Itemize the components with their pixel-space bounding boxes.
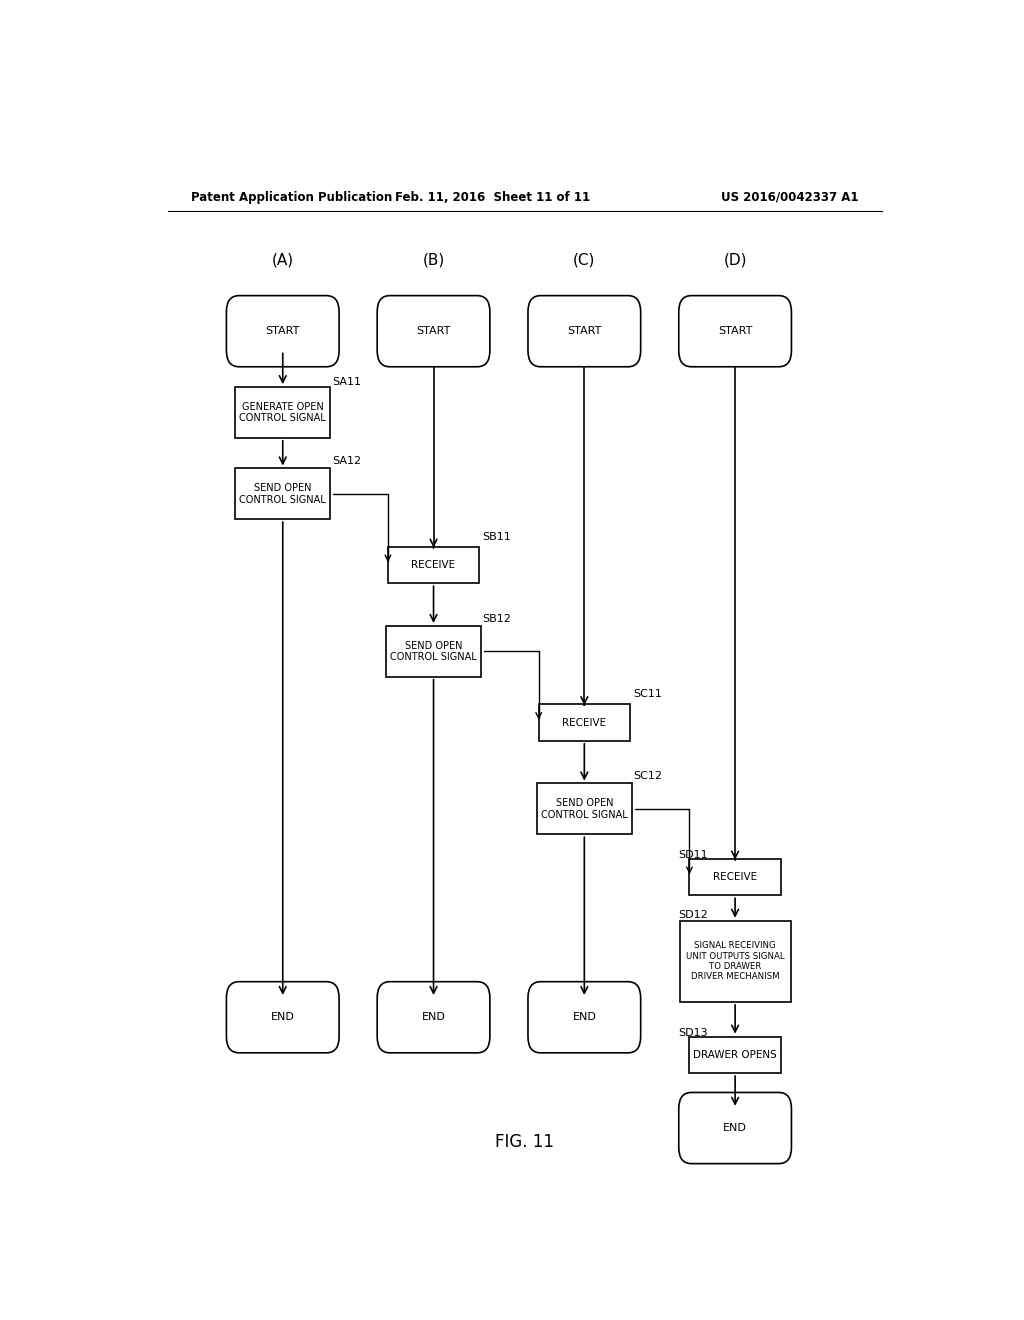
Bar [236,469,331,519]
Text: GENERATE OPEN
CONTROL SIGNAL: GENERATE OPEN CONTROL SIGNAL [240,401,326,424]
Text: Feb. 11, 2016  Sheet 11 of 11: Feb. 11, 2016 Sheet 11 of 11 [395,190,591,203]
Bar [388,546,479,583]
FancyBboxPatch shape [528,296,641,367]
Text: Patent Application Publication: Patent Application Publication [191,190,393,203]
FancyBboxPatch shape [528,982,641,1053]
Text: END: END [422,1012,445,1022]
Text: SA11: SA11 [332,378,360,387]
Text: END: END [723,1123,748,1133]
Text: (A): (A) [271,252,294,268]
Text: SB11: SB11 [482,532,512,541]
Bar [539,704,630,741]
Text: US 2016/0042337 A1: US 2016/0042337 A1 [721,190,858,203]
Text: SA12: SA12 [332,457,361,466]
Bar [236,387,331,438]
Text: SC12: SC12 [634,771,663,781]
FancyBboxPatch shape [377,296,489,367]
Text: SD11: SD11 [678,850,708,859]
Text: (D): (D) [723,252,746,268]
Text: RECEIVE: RECEIVE [412,560,456,570]
Text: START: START [265,326,300,337]
Text: SD13: SD13 [678,1027,708,1038]
Text: SEND OPEN
CONTROL SIGNAL: SEND OPEN CONTROL SIGNAL [390,640,477,663]
Text: START: START [718,326,753,337]
FancyBboxPatch shape [679,1093,792,1164]
Text: SD12: SD12 [678,909,708,920]
Text: (C): (C) [573,252,596,268]
Bar [680,921,791,1002]
FancyBboxPatch shape [679,296,792,367]
Bar [386,626,481,677]
Text: SB12: SB12 [482,614,512,624]
Text: SEND OPEN
CONTROL SIGNAL: SEND OPEN CONTROL SIGNAL [240,483,326,504]
FancyBboxPatch shape [226,296,339,367]
Text: END: END [270,1012,295,1022]
Text: SC11: SC11 [634,689,663,700]
Text: START: START [417,326,451,337]
Text: FIG. 11: FIG. 11 [496,1134,554,1151]
Text: RECEIVE: RECEIVE [713,873,757,882]
Text: (B): (B) [423,252,444,268]
Bar [689,859,780,895]
Bar [689,1036,780,1073]
Text: SEND OPEN
CONTROL SIGNAL: SEND OPEN CONTROL SIGNAL [541,799,628,820]
Text: END: END [572,1012,596,1022]
Text: SIGNAL RECEIVING
UNIT OUTPUTS SIGNAL
TO DRAWER
DRIVER MECHANISM: SIGNAL RECEIVING UNIT OUTPUTS SIGNAL TO … [686,941,784,982]
FancyBboxPatch shape [226,982,339,1053]
Bar [537,784,632,834]
Text: START: START [567,326,601,337]
Text: DRAWER OPENS: DRAWER OPENS [693,1049,777,1060]
Text: RECEIVE: RECEIVE [562,718,606,727]
FancyBboxPatch shape [377,982,489,1053]
